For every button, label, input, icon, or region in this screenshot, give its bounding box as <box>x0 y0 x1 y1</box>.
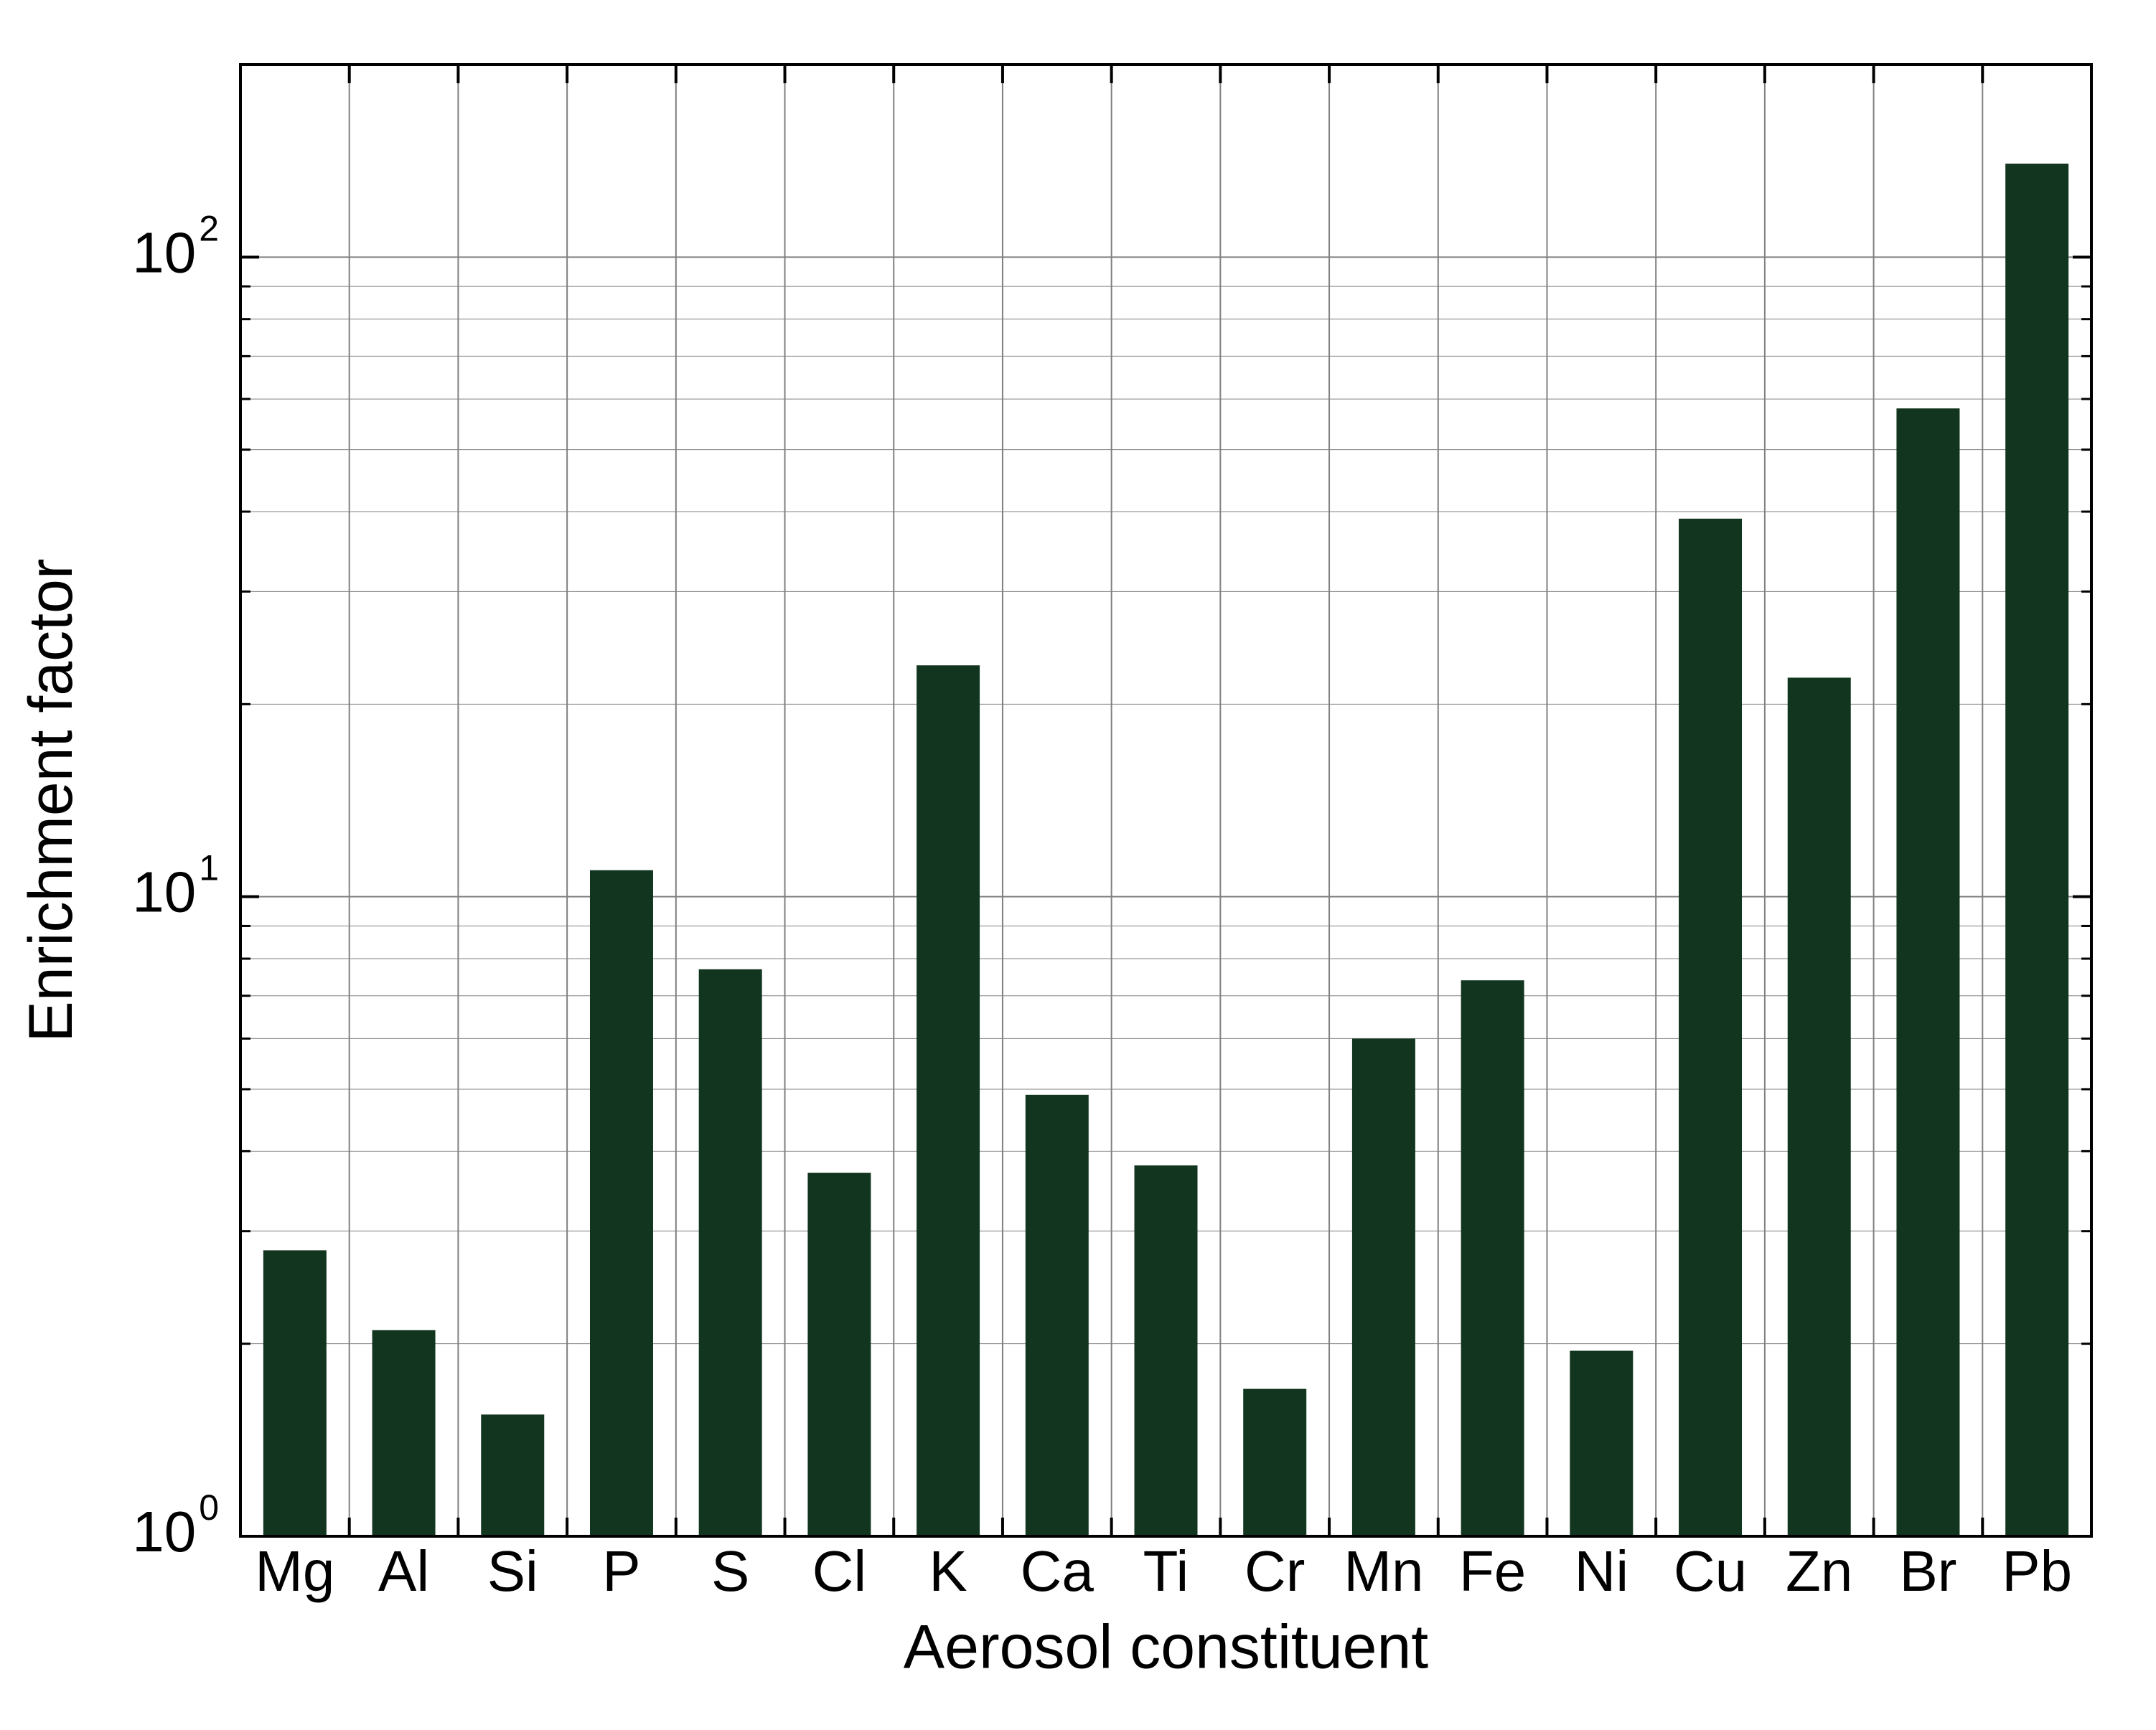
bar-mn <box>1352 1038 1415 1536</box>
bar-mg <box>263 1250 327 1536</box>
bar-zn <box>1788 677 1851 1536</box>
bar-fe <box>1461 980 1524 1536</box>
x-tick-label: Mg <box>255 1539 334 1603</box>
x-tick-label: Cr <box>1245 1539 1305 1603</box>
bar-pb <box>2005 164 2068 1536</box>
bar-cr <box>1243 1389 1306 1536</box>
x-tick-label: Si <box>487 1539 538 1603</box>
x-tick-label: K <box>929 1539 967 1603</box>
bar-cu <box>1679 519 1742 1536</box>
bar-al <box>372 1330 436 1536</box>
x-tick-label: P <box>602 1539 640 1603</box>
x-tick-label: Cu <box>1674 1539 1747 1603</box>
x-tick-label: Pb <box>2002 1539 2072 1603</box>
x-tick-label: Fe <box>1459 1539 1526 1603</box>
bar-ni <box>1570 1350 1633 1536</box>
x-axis-label: Aerosol constituent <box>904 1613 1429 1682</box>
x-tick-label: Al <box>378 1539 429 1603</box>
x-tick-labels: Mg Al Si P S Cl K Ca Ti Cr Mn Fe Ni Cu Zn Br Pb <box>255 1539 2072 1603</box>
bar-p <box>590 870 653 1536</box>
x-tick-label: Zn <box>1786 1539 1852 1603</box>
x-tick-label: Mn <box>1344 1539 1423 1603</box>
x-tick-label: Ti <box>1143 1539 1189 1603</box>
bar-ti <box>1135 1165 1198 1536</box>
x-tick-label: Br <box>1899 1539 1956 1603</box>
x-tick-label: Ni <box>1575 1539 1629 1603</box>
y-axis-label: Enrichment factor <box>17 559 85 1043</box>
bar-br <box>1896 408 1959 1536</box>
bar-ca <box>1026 1095 1089 1536</box>
bar-s <box>699 969 762 1536</box>
bar-chart: 100101102MgAlSiPSClKCaTiCrMnFeNiCuZnBrPb… <box>0 0 2156 1730</box>
x-tick-label: Ca <box>1021 1539 1095 1603</box>
x-tick-label: S <box>711 1539 749 1603</box>
bar-cl <box>807 1173 871 1536</box>
x-tick-label: Cl <box>812 1539 867 1603</box>
chart-wrapper: 100101102MgAlSiPSClKCaTiCrMnFeNiCuZnBrPb… <box>0 0 2156 1730</box>
bar-si <box>481 1414 544 1536</box>
bar-k <box>917 665 980 1536</box>
